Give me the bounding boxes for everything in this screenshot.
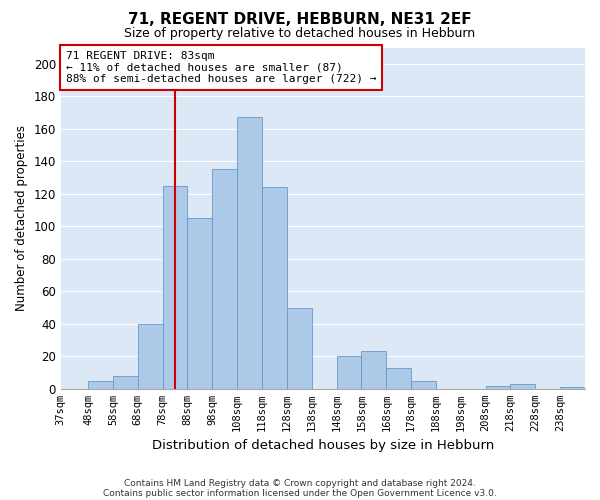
Bar: [237, 118, 262, 389]
Text: 71, REGENT DRIVE, HEBBURN, NE31 2EF: 71, REGENT DRIVE, HEBBURN, NE31 2EF: [128, 12, 472, 28]
Bar: [262, 188, 287, 389]
Bar: [287, 308, 312, 389]
Text: 71 REGENT DRIVE: 83sqm
← 11% of detached houses are smaller (87)
88% of semi-det: 71 REGENT DRIVE: 83sqm ← 11% of detached…: [66, 51, 377, 84]
Bar: [411, 380, 436, 389]
Bar: [113, 376, 138, 389]
Bar: [485, 386, 511, 389]
Bar: [88, 380, 113, 389]
Bar: [138, 324, 163, 389]
Bar: [187, 218, 212, 389]
Text: Contains public sector information licensed under the Open Government Licence v3: Contains public sector information licen…: [103, 488, 497, 498]
Y-axis label: Number of detached properties: Number of detached properties: [15, 125, 28, 311]
Bar: [511, 384, 535, 389]
Bar: [386, 368, 411, 389]
Text: Contains HM Land Registry data © Crown copyright and database right 2024.: Contains HM Land Registry data © Crown c…: [124, 478, 476, 488]
Bar: [163, 186, 187, 389]
Text: Size of property relative to detached houses in Hebburn: Size of property relative to detached ho…: [124, 28, 476, 40]
Bar: [560, 387, 585, 389]
Bar: [337, 356, 361, 389]
Bar: [212, 170, 237, 389]
Bar: [361, 352, 386, 389]
X-axis label: Distribution of detached houses by size in Hebburn: Distribution of detached houses by size …: [152, 440, 494, 452]
